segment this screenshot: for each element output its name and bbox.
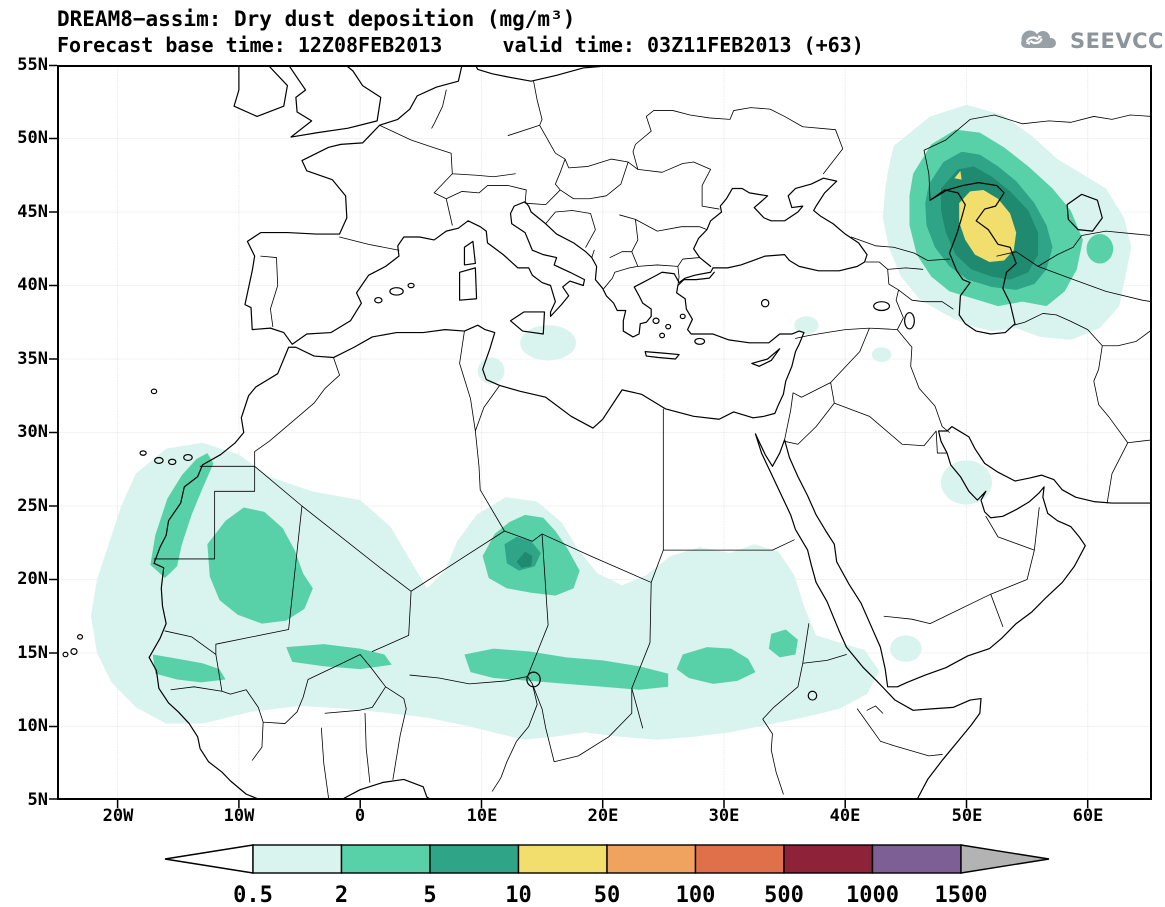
coast-north-sea [380,65,462,125]
dust-area-niraq-0p5 [871,347,892,362]
seevccc-logo: SEEVCCC [1013,26,1165,56]
legend-label-10: 10 [505,883,532,907]
legend-arrow-above [960,844,1050,874]
coast-britain [289,65,381,137]
coast-ireland [234,65,287,116]
lat-label-50n: 50N [17,128,48,148]
dust-area-mediterranean-0p5 [520,325,577,361]
lat-label-45n: 45N [17,202,48,222]
map-area [57,65,1152,800]
lat-label-15n: 15N [17,643,48,663]
legend-label-500: 500 [764,883,804,907]
dust-area-persian-gulf-0p5 [941,460,992,505]
lat-label-5n: 5N [27,790,48,810]
legend-swatch-10-50 [517,844,608,874]
lat-label-35n: 35N [17,349,48,369]
legend-swatch-50-100 [606,844,697,874]
legend-label-2: 2 [335,883,348,907]
legend-label-50: 50 [594,883,621,907]
dust-area-east-caspian-2 [1086,234,1114,264]
lon-label-60e: 60E [1072,806,1104,826]
lon-label-20e: 20E [587,806,619,826]
lon-label-50e: 50E [951,806,983,826]
legend-swatch-500-1000 [783,844,874,874]
legend-swatch-1000-1500 [871,844,962,874]
dust-area-gabes-0p5 [477,357,505,384]
lon-label-0: 0 [354,806,366,826]
dust-shading-layer [90,104,1132,740]
coast-black-sea [694,178,867,271]
legend-label-1500: 1500 [935,883,988,907]
legend-label-100: 100 [676,883,716,907]
legend-label-5: 5 [423,883,436,907]
legend-arrow-below [164,844,254,874]
borders-europe [261,81,707,326]
legend-swatch-0p5-2 [252,844,343,874]
logo-text: SEEVCCC [1070,29,1165,53]
lon-label-20w: 20W [102,806,134,826]
coast-islands [460,241,780,366]
cloud-icon [1021,30,1056,48]
lat-label-40n: 40N [17,275,48,295]
coast-baltic [475,65,617,81]
dust-area-west-africa-0p5 [90,442,880,740]
color-legend: 0.5 2 5 10 50 100 500 1000 1500 [164,844,1050,907]
coast-west-europe [245,125,713,344]
lat-label-10n: 10N [17,716,48,736]
lon-label-40e: 40E [829,806,861,826]
lat-label-30n: 30N [17,422,48,442]
lon-label-30e: 30E [708,806,740,826]
dust-area-yemen-0p5 [890,635,922,662]
lat-label-55n: 55N [17,55,48,75]
legend-swatch-100-500 [694,844,785,874]
page-title: DREAM8−assim: Dry dust deposition (mg/m³… [57,7,576,31]
legend-label-0p5: 0.5 [233,883,273,907]
legend-label-1000: 1000 [846,883,899,907]
legend-swatch-2-5 [340,844,431,874]
legend-swatch-5-10 [429,844,520,874]
page-subtitle: Forecast base time: 12Z08FEB2013 valid t… [57,33,864,57]
coast-levant-anatolia [677,272,804,418]
lon-label-10w: 10W [223,806,255,826]
map-canvas [57,65,1152,800]
lat-label-25n: 25N [17,496,48,516]
lon-label-10e: 10E [466,806,498,826]
lat-label-20n: 20N [17,569,48,589]
